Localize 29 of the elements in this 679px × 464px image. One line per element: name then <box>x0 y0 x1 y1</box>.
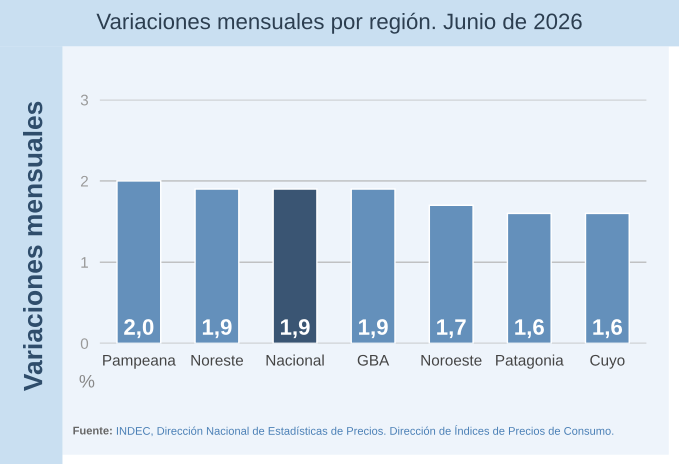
source-note: Fuente: INDEC, Dirección Nacional de Estadísticas de Precios. Dirección de Índices de Precios de Consumo. <box>73 425 614 436</box>
y-tick-label: 2 <box>80 176 88 186</box>
y-tick-label: 1 <box>81 257 88 268</box>
bar <box>428 204 474 344</box>
bar <box>194 188 240 344</box>
y-tick-label: 0 <box>80 338 88 350</box>
bar <box>506 212 552 344</box>
x-tick-label: Noreste <box>191 355 244 366</box>
bar <box>116 180 162 344</box>
bar <box>584 212 630 344</box>
x-tick-label: Noroeste <box>421 355 482 366</box>
data-label: 1,9 <box>359 319 388 338</box>
y-axis-title: Variaciones mensuales <box>23 102 42 391</box>
bar <box>272 188 318 344</box>
x-tick-label: GBA <box>358 354 390 366</box>
chart-title: Variaciones mensuales por región. Junio de 2026 <box>96 12 582 34</box>
data-label: 1,6 <box>515 319 544 338</box>
x-tick-label: Cuyo <box>590 354 625 369</box>
text: % <box>80 374 94 388</box>
data-label: 1,7 <box>437 319 466 338</box>
x-tick-label: Nacional <box>266 354 324 366</box>
bar <box>350 188 396 344</box>
data-label: 1,9 <box>280 319 310 338</box>
data-label: 1,9 <box>202 319 232 338</box>
data-label: 2,0 <box>124 319 154 338</box>
y-tick-label: 3 <box>80 94 88 106</box>
x-tick-label: Pampeana <box>103 355 176 369</box>
data-label: 1,6 <box>593 319 622 338</box>
x-tick-label: Patagonia <box>496 354 564 369</box>
